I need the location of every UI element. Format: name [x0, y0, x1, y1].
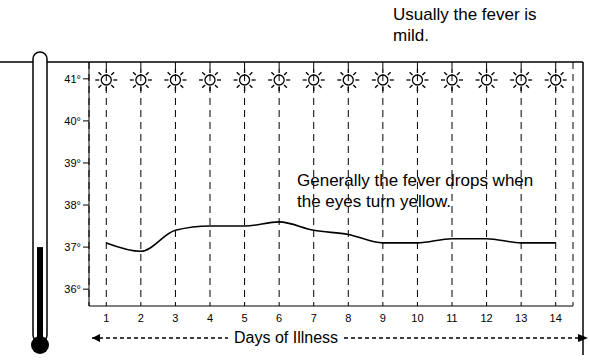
html-text:Usually the fever is mild.: Usually the fever is mild. — [393, 5, 537, 45]
svg-text:40°: 40° — [64, 115, 81, 127]
svg-text:5: 5 — [242, 312, 248, 324]
svg-text:10: 10 — [411, 312, 423, 324]
svg-text:36°: 36° — [64, 283, 81, 295]
svg-text:6: 6 — [276, 312, 282, 324]
svg-text:38°: 38° — [64, 199, 81, 211]
svg-text:41°: 41° — [64, 73, 81, 85]
svg-text:8: 8 — [345, 312, 351, 324]
html-text:Generally the fever drops when: Generally the fever drops when the eyes … — [297, 171, 534, 211]
svg-text:14: 14 — [550, 312, 562, 324]
svg-text:9: 9 — [380, 312, 386, 324]
svg-text:3: 3 — [172, 312, 178, 324]
svg-text:2: 2 — [138, 312, 144, 324]
html-text:Days of Illness: Days of Illness — [234, 329, 338, 346]
svg-text:13: 13 — [515, 312, 527, 324]
svg-text:39°: 39° — [64, 157, 81, 169]
svg-text:11: 11 — [446, 312, 457, 324]
svg-text:37°: 37° — [64, 241, 81, 253]
svg-text:4: 4 — [207, 312, 213, 324]
svg-text:12: 12 — [480, 312, 492, 324]
svg-text:7: 7 — [311, 312, 317, 324]
svg-text:1: 1 — [103, 312, 109, 324]
